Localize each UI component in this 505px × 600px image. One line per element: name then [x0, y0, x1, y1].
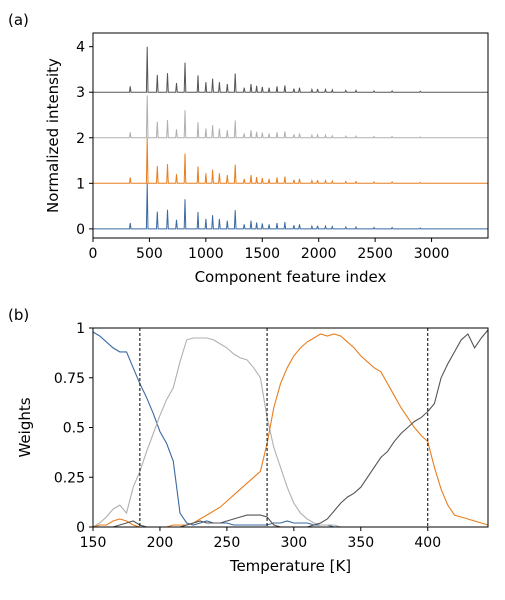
spectrum-line-3 — [93, 47, 488, 92]
y-tick-label-a-3: 3 — [76, 85, 85, 101]
weight-line-1 — [93, 338, 488, 527]
x-tick-label-a-2: 1000 — [188, 246, 224, 262]
x-axis-label-b: Temperature [K] — [229, 557, 351, 575]
y-tick-label-a-1: 1 — [76, 176, 85, 192]
spectrum-line-1 — [93, 138, 488, 184]
y-tick-label-b-1: 0.25 — [54, 470, 85, 486]
axes-frame-b — [93, 328, 488, 527]
y-axis-label-b: Weights — [16, 397, 34, 457]
x-tick-label-b-5: 400 — [414, 535, 441, 551]
weight-line-3 — [93, 330, 488, 527]
y-axis-label-a: Normalized intensity — [44, 58, 62, 213]
y-tick-label-a-4: 4 — [76, 40, 85, 56]
spectrum-line-2 — [93, 95, 488, 137]
x-tick-label-a-3: 1500 — [244, 246, 280, 262]
y-tick-label-b-2: 0.5 — [63, 421, 85, 437]
x-tick-label-b-0: 150 — [80, 535, 107, 551]
x-tick-label-b-2: 250 — [214, 535, 241, 551]
x-tick-label-a-5: 2500 — [357, 246, 393, 262]
x-tick-label-b-3: 300 — [280, 535, 307, 551]
y-tick-label-b-0: 0 — [76, 520, 85, 536]
panel-b: (b) 150 200 250 300 350 400 0 0.25 0.5 0.75 1 Temper… — [8, 306, 488, 575]
y-tick-label-b-4: 1 — [76, 321, 85, 337]
x-tick-label-b-4: 350 — [347, 535, 374, 551]
x-tick-label-a-4: 2000 — [301, 246, 337, 262]
panel-label-a: (a) — [8, 11, 29, 29]
x-tick-label-a-6: 3000 — [414, 246, 450, 262]
y-tick-label-b-3: 0.75 — [54, 371, 85, 387]
y-tick-label-a-2: 2 — [76, 131, 85, 147]
x-tick-label-b-1: 200 — [147, 535, 174, 551]
weight-line-2 — [93, 334, 488, 527]
x-tick-label-a-0: 0 — [89, 246, 98, 262]
panel-label-b: (b) — [8, 306, 29, 324]
x-tick-label-a-1: 500 — [136, 246, 163, 262]
y-tick-label-a-0: 0 — [76, 222, 85, 238]
x-axis-label-a: Component feature index — [195, 268, 387, 286]
spectrum-line-0 — [93, 183, 488, 229]
panel-a: (a) 0 500 1000 1500 2000 2500 3000 0 1 2 3 4 Componen… — [8, 11, 488, 286]
axes-frame-a — [93, 33, 488, 238]
